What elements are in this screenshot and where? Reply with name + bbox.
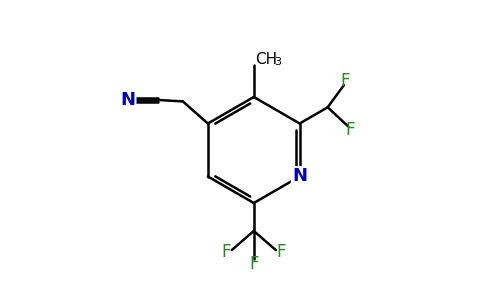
Text: CH: CH bbox=[255, 52, 277, 67]
Text: F: F bbox=[249, 255, 258, 273]
Text: F: F bbox=[222, 244, 231, 262]
Text: N: N bbox=[292, 167, 307, 185]
Text: F: F bbox=[345, 121, 354, 139]
Text: 3: 3 bbox=[274, 57, 281, 67]
Text: F: F bbox=[341, 72, 350, 90]
Text: F: F bbox=[276, 244, 286, 262]
Text: N: N bbox=[121, 91, 136, 109]
